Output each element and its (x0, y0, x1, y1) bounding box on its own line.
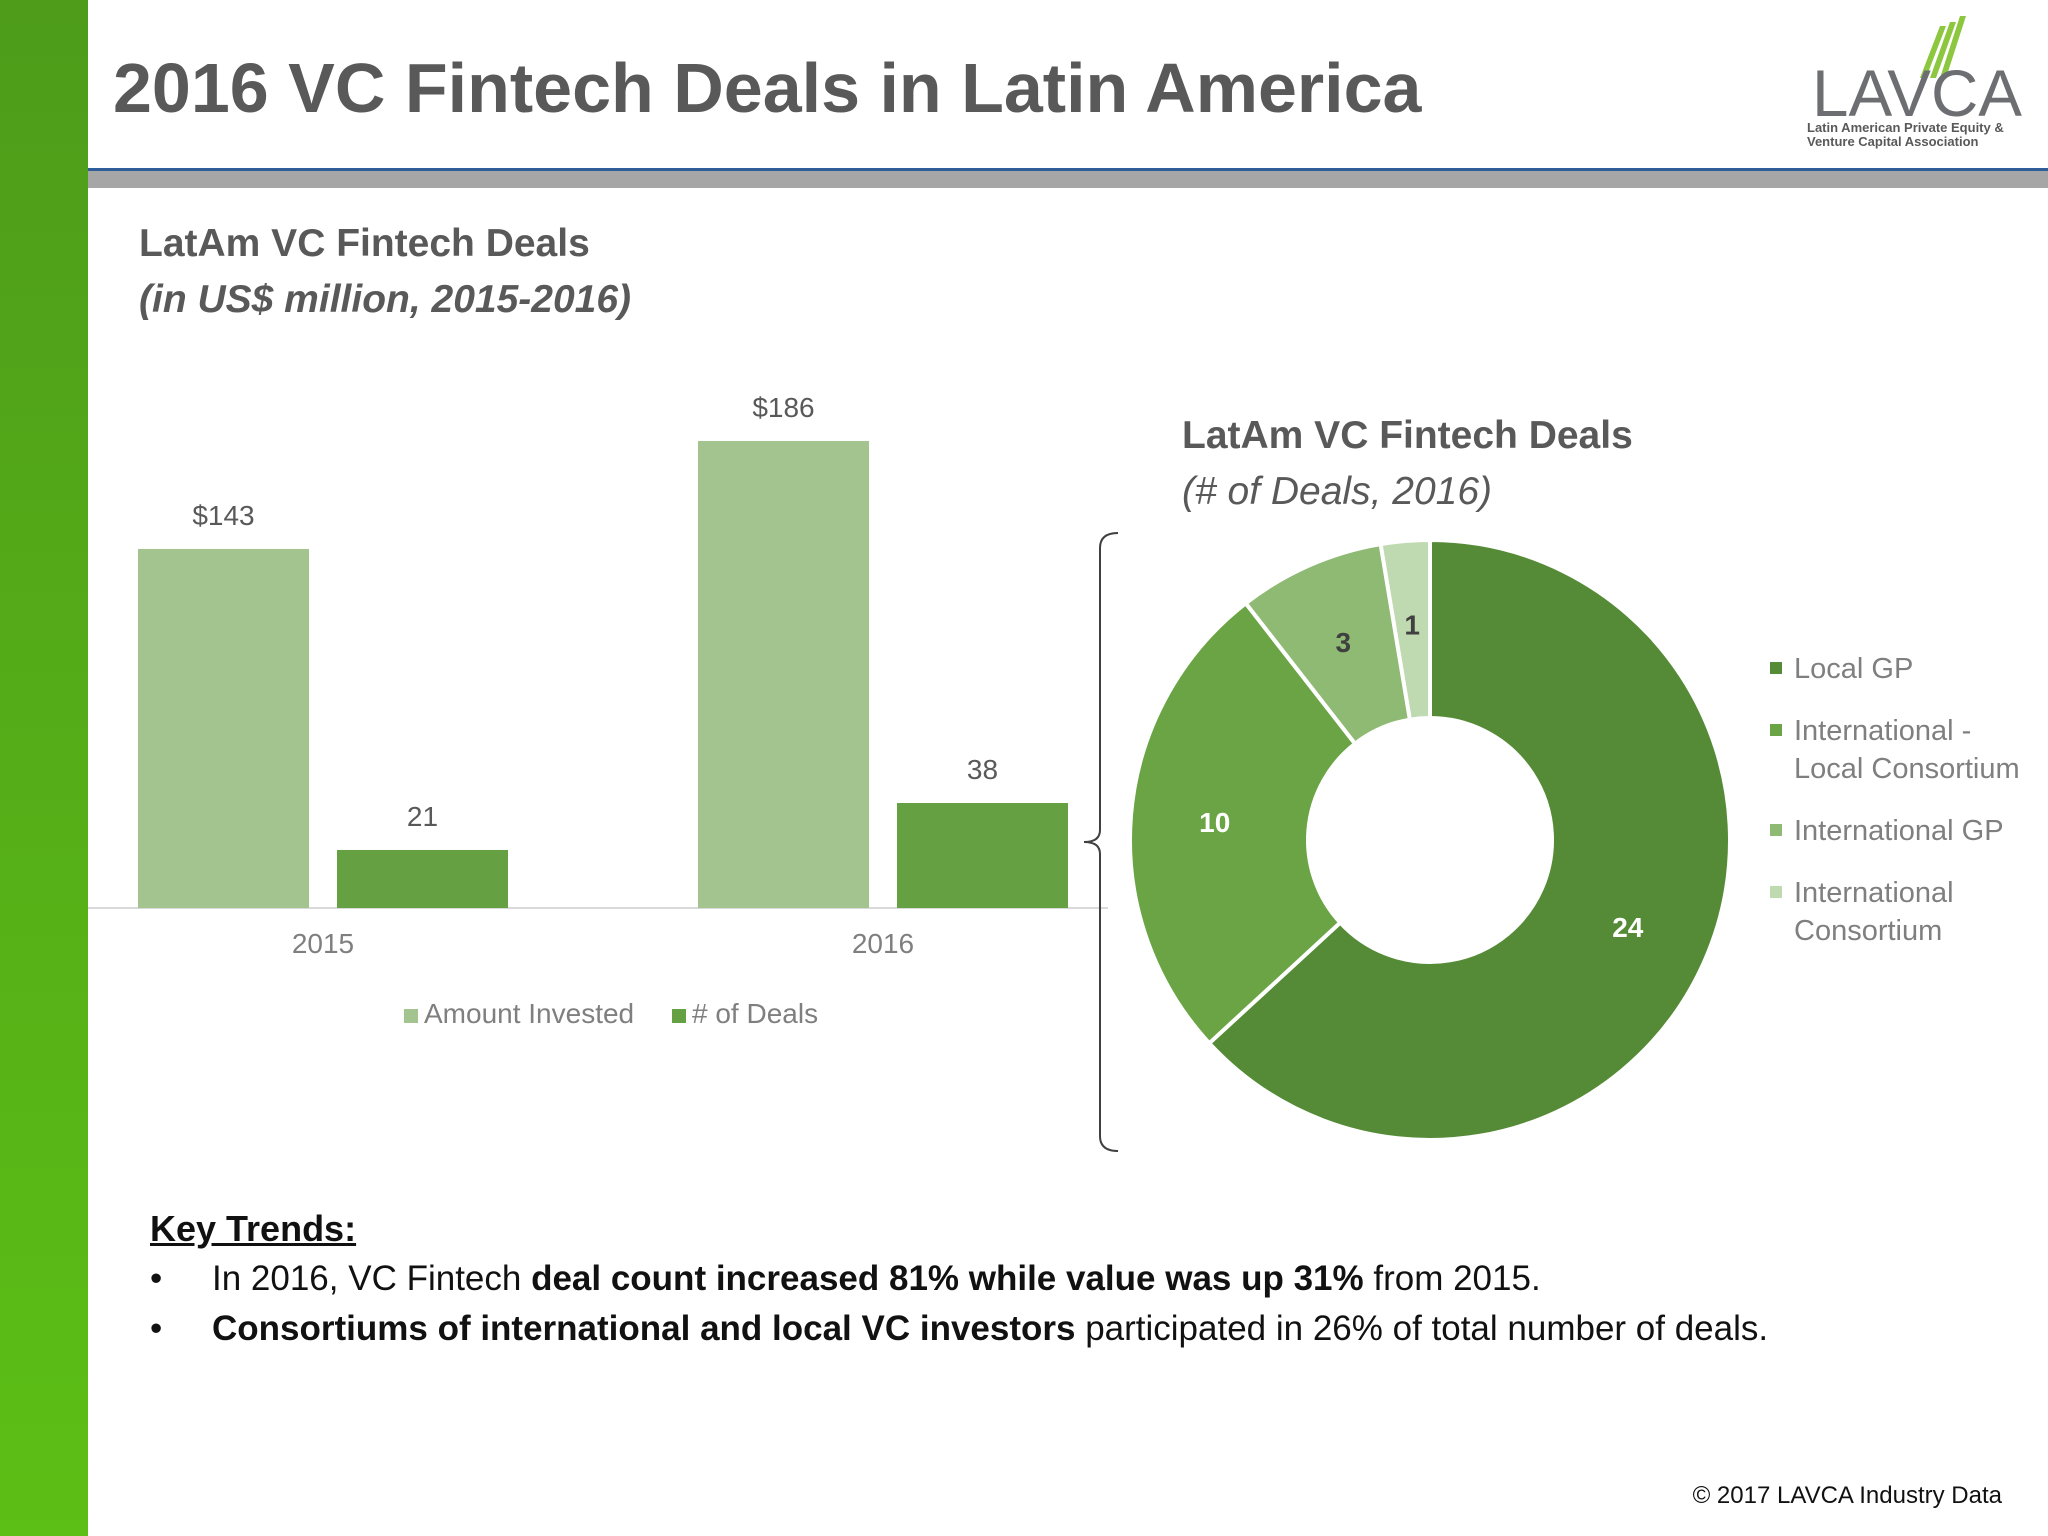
bar-legend-item-amount: Amount Invested (404, 998, 634, 1030)
legend-label: Consortium (1794, 915, 1943, 947)
logo-subtitle-line2: Venture Capital Association (1807, 134, 1979, 149)
bar-amount-2016 (698, 441, 869, 908)
bar-data-label: 38 (967, 754, 998, 785)
logo-wordmark: LAVCA (1812, 56, 2022, 130)
donut-slice-international-local-consortium (1128, 600, 1358, 1047)
donut-legend-item: Local GP (1770, 650, 2040, 688)
donut-data-label: 24 (1612, 912, 1644, 943)
legend-label: Local Consortium (1794, 753, 2020, 785)
legend-swatch (672, 1008, 686, 1023)
bar-chart-title: LatAm VC Fintech Deals (139, 222, 590, 265)
legend-swatch (1770, 662, 1782, 674)
donut-slice-local-gp (1206, 537, 1732, 1142)
key-trends-list: In 2016, VC Fintech deal count increased… (150, 1254, 1768, 1354)
trend-text: participated in 26% of total number of d… (1075, 1309, 1769, 1348)
logo-subtitle: Latin American Private Equity & Venture … (1807, 121, 2004, 149)
logo-subtitle-line1: Latin American Private Equity & (1807, 120, 2004, 135)
legend-swatch (1770, 886, 1782, 898)
legend-swatch (1770, 724, 1782, 736)
logo-mark-icon (1920, 16, 1966, 78)
donut-chart-title: LatAm VC Fintech Deals (1182, 414, 1633, 457)
bar-chart-subtitle: (in US$ million, 2015-2016) (139, 278, 632, 321)
bracket-connector (1083, 532, 1119, 1152)
x-tick-label: 2016 (852, 928, 914, 959)
key-trends-heading: Key Trends: (150, 1208, 357, 1249)
donut-data-label: 10 (1199, 807, 1230, 838)
trend-text: In 2016, VC Fintech (212, 1259, 532, 1298)
legend-label: International - (1794, 715, 1972, 747)
trend-text: from 2015. (1363, 1259, 1541, 1298)
donut-data-label: 3 (1335, 627, 1351, 658)
trend-item: In 2016, VC Fintech deal count increased… (150, 1254, 1768, 1304)
donut-chart-subtitle: (# of Deals, 2016) (1182, 470, 1493, 513)
legend-swatch (1770, 824, 1782, 836)
legend-label: Local GP (1794, 653, 1914, 685)
copyright-notice: © 2017 LAVCA Industry Data (1692, 1482, 2002, 1509)
bar-deals-2016 (897, 803, 1068, 908)
bar-data-label: $186 (752, 392, 814, 423)
legend-label: International GP (1794, 815, 2004, 847)
donut-legend: Local GP International - Local Consortium I… (1770, 650, 2040, 974)
legend-label: # of Deals (692, 998, 819, 1029)
legend-label: International (1794, 877, 1954, 909)
donut-data-label: 1 (1404, 610, 1420, 641)
title-divider (88, 168, 2048, 188)
x-tick-label: 2015 (292, 928, 354, 959)
donut-slice-international-consortium (1378, 537, 1432, 722)
legend-label: Amount Invested (424, 998, 635, 1029)
bar-deals-2015 (337, 849, 508, 908)
trend-emphasis: Consortiums of international and local V… (212, 1309, 1076, 1348)
donut-chart: 24 10 3 1 (1128, 537, 1732, 1142)
lavca-logo: LAVCA (1812, 16, 2022, 130)
bar-amount-2015 (138, 548, 309, 908)
trend-item: Consortiums of international and local V… (150, 1304, 1768, 1354)
donut-legend-item: International - Local Consortium (1770, 712, 2040, 788)
trend-emphasis: deal count increased 81% while value was… (531, 1259, 1364, 1298)
page-title: 2016 VC Fintech Deals in Latin America (113, 49, 1422, 127)
bar-legend-item-deals: # of Deals (672, 998, 818, 1030)
bar-data-label: 21 (407, 801, 438, 832)
donut-legend-item: International Consortium (1770, 874, 2040, 950)
legend-swatch (404, 1008, 418, 1023)
side-accent-bar (0, 0, 88, 1536)
bar-data-label: $143 (192, 500, 254, 531)
bar-chart: $143 21 2015 $186 38 2016 (88, 392, 1108, 959)
donut-legend-item: International GP (1770, 812, 2040, 850)
